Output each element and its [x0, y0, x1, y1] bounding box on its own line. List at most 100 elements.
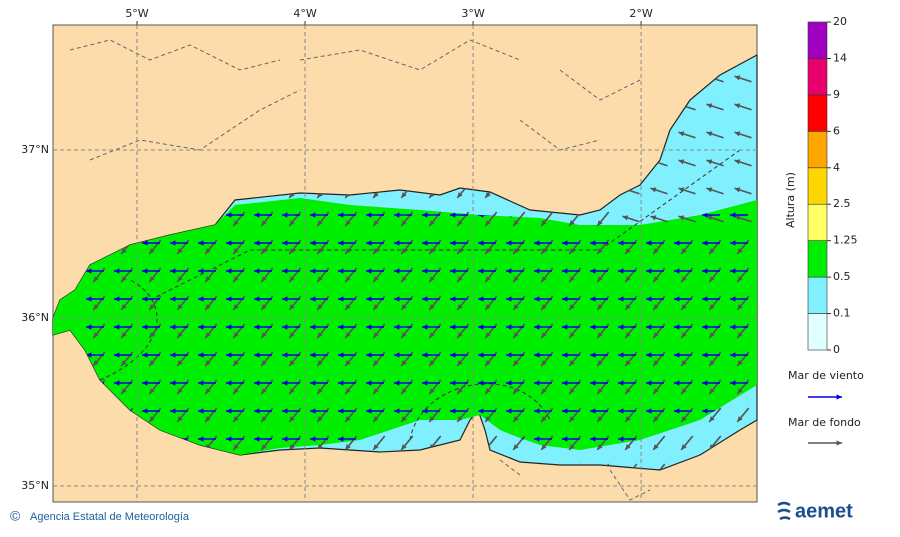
arrow-head — [590, 268, 596, 274]
arrow-head — [338, 212, 344, 218]
arrow-head — [709, 360, 715, 366]
arrow-head — [618, 296, 624, 302]
arrow-head — [226, 324, 232, 330]
arrow-head — [310, 212, 316, 218]
arrow-head — [401, 444, 407, 450]
arrow-head — [730, 212, 736, 218]
arrow-head — [734, 215, 741, 221]
arrow-head — [485, 388, 491, 394]
arrow-head — [590, 240, 596, 246]
arrow-head — [650, 187, 657, 193]
arrow-head — [233, 416, 239, 422]
legend-label: Mar de fondo — [788, 416, 861, 429]
arrow-head — [597, 388, 603, 394]
arrow-head — [394, 296, 400, 302]
arrow-head — [233, 388, 239, 394]
arrow-head — [646, 324, 652, 330]
arrow-head — [226, 408, 232, 414]
arrow-head — [282, 324, 288, 330]
arrow-head — [394, 324, 400, 330]
arrow-head — [625, 444, 631, 450]
arrow-head — [86, 268, 92, 274]
arrow-head — [373, 304, 379, 310]
arrow-head — [142, 352, 148, 358]
arrow-head — [653, 360, 659, 366]
arrow-head — [478, 240, 484, 246]
arrow-head — [681, 388, 687, 394]
arrow-head — [93, 276, 99, 282]
arrow-head — [734, 103, 741, 109]
arrow-head — [345, 388, 351, 394]
arrow-head — [254, 268, 260, 274]
arrow-head — [678, 131, 685, 137]
arrow-head — [737, 248, 743, 254]
arrow-head — [254, 240, 260, 246]
arrow-head — [373, 416, 379, 422]
arrow-head — [177, 416, 183, 422]
arrow-head — [142, 240, 148, 246]
arrow-head — [373, 388, 379, 394]
arrow-head — [618, 352, 624, 358]
arrow-head — [401, 416, 407, 422]
colorbar-tick-label: 0.5 — [833, 270, 851, 283]
arrow-head — [142, 268, 148, 274]
arrow-head — [457, 248, 463, 254]
arrow-head — [261, 388, 267, 394]
arrow-head — [597, 444, 603, 450]
arrow-head — [422, 380, 428, 386]
arrow-head — [317, 276, 323, 282]
arrow-head — [569, 304, 575, 310]
arrow — [624, 463, 638, 470]
arrow-head — [170, 408, 176, 414]
arrow-head — [625, 248, 631, 254]
arrow-head — [569, 220, 575, 226]
arrow-head — [422, 324, 428, 330]
arrow-head — [394, 408, 400, 414]
arrow-head — [590, 352, 596, 358]
arrow-head — [261, 248, 267, 254]
arrow-head — [734, 75, 741, 81]
arrow-head — [674, 324, 680, 330]
arrow-head — [646, 296, 652, 302]
arrow-head — [734, 187, 741, 193]
arrow-head — [170, 352, 176, 358]
arrow-head — [289, 444, 295, 450]
colorbar-tick-label: 6 — [833, 124, 840, 137]
arrow-head — [366, 408, 372, 414]
arrow-head — [366, 324, 372, 330]
arrow-head — [541, 444, 547, 450]
arrow-head — [457, 304, 463, 310]
arrow-head — [149, 276, 155, 282]
arrow-head — [149, 388, 155, 394]
arrow-head — [394, 268, 400, 274]
arrow-head — [373, 248, 379, 254]
arrow-head — [170, 296, 176, 302]
arrow-head — [618, 408, 624, 414]
arrow-head — [289, 332, 295, 338]
arrow-head — [534, 436, 540, 442]
arrow-head — [513, 304, 519, 310]
arrow-head — [541, 276, 547, 282]
arrow-head — [373, 220, 379, 226]
colorbar-tick-label: 0 — [833, 343, 840, 356]
lon-label: 2°W — [629, 7, 652, 20]
colorbar-tick-label: 20 — [833, 15, 847, 28]
arrow-head — [478, 324, 484, 330]
arrow-head — [681, 248, 687, 254]
arrow-head — [562, 240, 568, 246]
arrow-head — [836, 394, 842, 400]
arrow-head — [289, 416, 295, 422]
arrow-head — [485, 360, 491, 366]
arrow-head — [93, 332, 99, 338]
arrow-head — [317, 220, 323, 226]
arrow-head — [261, 304, 267, 310]
arrow-head — [702, 268, 708, 274]
arrow-head — [289, 220, 295, 226]
arrow-head — [233, 360, 239, 366]
arrow-head — [345, 332, 351, 338]
arrow-head — [142, 296, 148, 302]
arrow-head — [513, 416, 519, 422]
arrow-head — [366, 212, 372, 218]
arrow-head — [254, 324, 260, 330]
